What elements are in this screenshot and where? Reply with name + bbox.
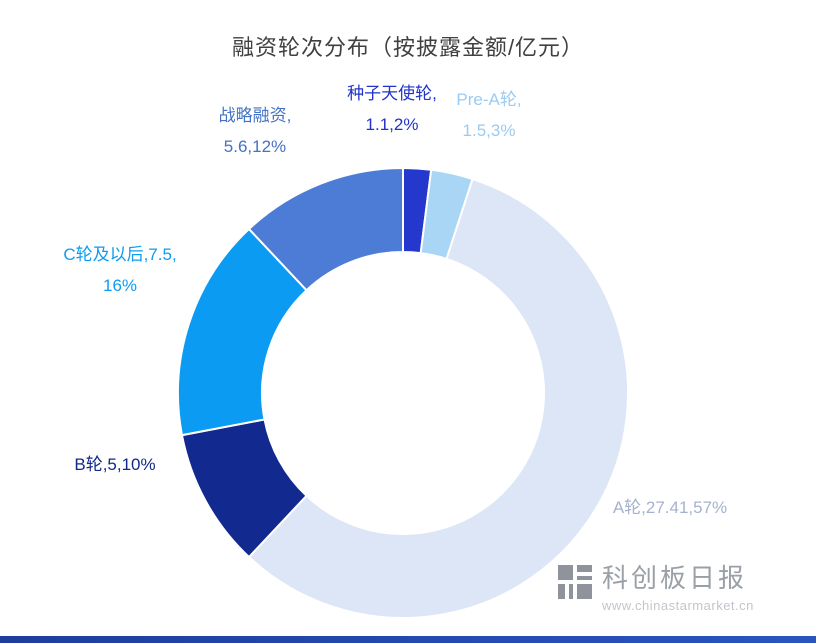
label-line: 5.6,12% — [223, 137, 287, 156]
label-line: A轮,27.41,57% — [612, 498, 728, 517]
label-line: Pre-A轮, — [456, 90, 522, 109]
label-seed-angel-round: 种子天使轮, 1.1,2% — [312, 78, 472, 140]
label-pre-a-round: Pre-A轮, 1.5,3% — [409, 84, 569, 146]
label-a-round: A轮,27.41,57% — [572, 492, 768, 523]
label-strategic-financing: 战略融资, 5.6,12% — [175, 100, 335, 162]
label-line: 1.1,2% — [365, 115, 419, 134]
label-line: C轮及以后,7.5, — [63, 245, 177, 264]
watermark-brand-name: 科创板日报 — [602, 563, 748, 593]
label-b-round: B轮,5,10% — [22, 449, 208, 480]
watermark: 科创板日报 www.chinastarmarket.cn — [558, 563, 794, 613]
label-line: 16% — [102, 276, 138, 295]
label-line: 种子天使轮, — [347, 84, 437, 103]
pie-slice-战略融资[interactable] — [247, 166, 404, 292]
label-line: 战略融资, — [218, 106, 292, 125]
watermark-text: 科创板日报 www.chinastarmarket.cn — [602, 563, 754, 613]
label-line: 1.5,3% — [462, 121, 516, 140]
label-c-round-and-later: C轮及以后,7.5, 16% — [18, 239, 222, 301]
bottom-accent-bar — [0, 636, 816, 643]
chart-title: 融资轮次分布（按披露金额/亿元） — [231, 35, 585, 60]
pie-slice-A轮[interactable] — [247, 177, 629, 619]
star-market-daily-logo-icon — [558, 565, 592, 599]
label-line: B轮,5,10% — [74, 455, 156, 474]
watermark-url: www.chinastarmarket.cn — [602, 598, 754, 613]
